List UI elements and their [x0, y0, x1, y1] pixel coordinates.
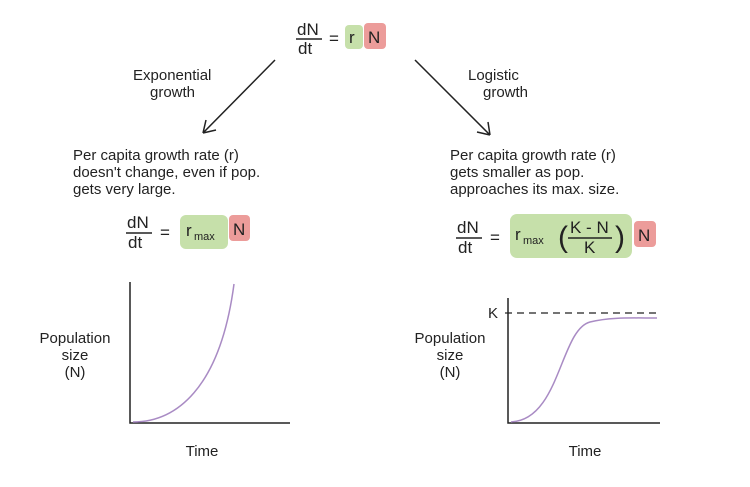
y-axis-label: Population: [415, 330, 486, 347]
n-term: N: [233, 220, 245, 239]
y-axis-label: Population: [40, 330, 111, 347]
n-term: N: [368, 28, 380, 47]
equals: =: [329, 29, 339, 48]
y-axis-label: (N): [65, 364, 86, 381]
denominator: dt: [298, 39, 312, 58]
logistic-title-2: growth: [483, 84, 528, 101]
denominator: dt: [458, 238, 472, 257]
axes: [507, 298, 660, 424]
equals: =: [160, 223, 170, 242]
rmax-fraction-highlight: [510, 214, 632, 258]
fraction-numerator: K - N: [570, 218, 609, 237]
x-axis-label: Time: [569, 443, 602, 460]
arrow-left-icon: [202, 59, 276, 134]
axes: [129, 282, 290, 424]
exponential-graph: Population size (N) Time: [40, 282, 290, 460]
desc-line: gets very large.: [73, 181, 176, 198]
r-term: r: [515, 225, 521, 244]
y-axis-label: size: [62, 347, 89, 364]
left-paren: (: [558, 221, 568, 254]
y-axis-label: size: [437, 347, 464, 364]
r-term: r: [349, 28, 355, 47]
exponential-title-2: growth: [150, 84, 195, 101]
n-highlight: [634, 221, 656, 247]
y-axis-label: (N): [440, 364, 461, 381]
exponential-equation: dN dt = r max N: [126, 213, 250, 252]
numerator: dN: [297, 20, 319, 39]
n-highlight: [364, 23, 386, 49]
logistic-equation: dN dt = r max ( K - N K ) N: [456, 214, 656, 258]
max-subscript: max: [523, 235, 544, 247]
numerator: dN: [457, 218, 479, 237]
desc-line: doesn't change, even if pop.: [73, 164, 260, 181]
n-term: N: [638, 226, 650, 245]
exponential-curve: [132, 283, 235, 423]
logistic-title: Logistic: [468, 67, 519, 84]
desc-line: Per capita growth rate (r): [450, 147, 616, 164]
logistic-description: Per capita growth rate (r) gets smaller …: [450, 147, 619, 198]
k-label: K: [488, 305, 498, 322]
n-highlight: [229, 215, 250, 241]
r-highlight: [345, 25, 363, 49]
logistic-graph: K Population size (N) Time: [415, 298, 660, 460]
desc-line: approaches its max. size.: [450, 181, 619, 198]
r-term: r: [186, 221, 192, 240]
desc-line: gets smaller as pop.: [450, 164, 584, 181]
exponential-description: Per capita growth rate (r) doesn't chang…: [73, 147, 260, 198]
max-subscript: max: [194, 231, 215, 243]
arrow-right-icon: [414, 59, 491, 136]
x-axis-label: Time: [186, 443, 219, 460]
exponential-title: Exponential: [133, 67, 211, 84]
logistic-curve: [510, 317, 658, 423]
denominator: dt: [128, 233, 142, 252]
desc-line: Per capita growth rate (r): [73, 147, 239, 164]
equals: =: [490, 228, 500, 247]
right-paren: ): [615, 221, 625, 254]
rmax-highlight: [180, 215, 228, 249]
numerator: dN: [127, 213, 149, 232]
top-equation: dN dt = r N: [296, 20, 386, 58]
fraction-denominator: K: [584, 238, 596, 257]
